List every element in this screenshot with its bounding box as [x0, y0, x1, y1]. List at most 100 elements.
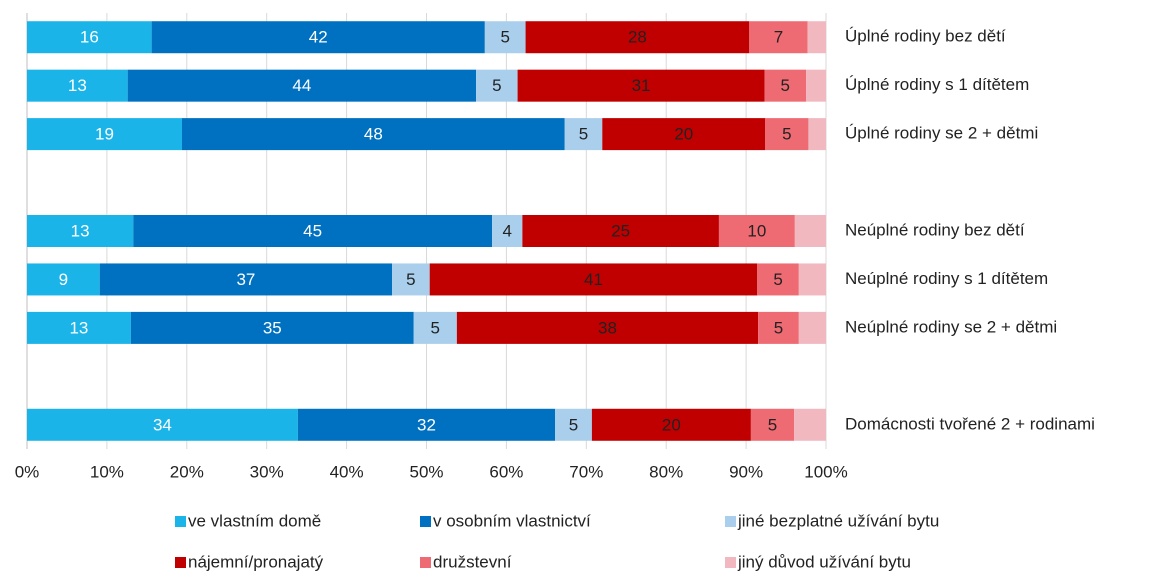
x-tick-label: 40% [330, 462, 364, 481]
x-tick-label: 10% [90, 462, 124, 481]
legend-label: družstevní [433, 552, 512, 571]
bar-segment [602, 118, 766, 151]
bar-segment [765, 118, 809, 151]
x-tick-label: 90% [729, 462, 763, 481]
x-tick-label: 60% [489, 462, 523, 481]
bar-segment [297, 408, 556, 441]
bar-segment [808, 118, 826, 151]
bar-segment [758, 311, 799, 344]
data-label: 44 [292, 76, 311, 95]
category-label: Úplné rodiny s 1 dítětem [845, 75, 1029, 94]
bar-segment [764, 69, 807, 102]
bar-segment [798, 311, 826, 344]
data-label: 48 [364, 125, 383, 144]
x-tick-label: 0% [15, 462, 40, 481]
data-label: 13 [68, 76, 87, 95]
bar-segment [27, 69, 128, 102]
category-label: Domácnosti tvořené 2 + rodinami [845, 414, 1095, 433]
data-label: 13 [69, 318, 88, 337]
bar-segment [798, 263, 826, 296]
bar-segment [794, 215, 826, 247]
data-label: 5 [500, 28, 509, 47]
data-label: 4 [502, 221, 511, 240]
legend-swatch [725, 557, 736, 568]
bar-segment [750, 408, 795, 441]
data-label: 5 [492, 76, 501, 95]
bar-segment [413, 311, 457, 344]
data-label: 28 [628, 28, 647, 47]
legend-label: jiné bezplatné užívání bytu [737, 511, 939, 530]
bar-segment [806, 69, 826, 102]
data-label: 32 [417, 415, 436, 434]
data-label: 5 [774, 318, 783, 337]
bar-segment [133, 215, 493, 247]
legend-label: nájemní/pronajatý [188, 552, 324, 571]
data-label: 45 [303, 221, 322, 240]
bar-segment [27, 263, 100, 296]
data-label: 31 [632, 76, 651, 95]
x-tick-label: 50% [409, 462, 443, 481]
bar-segment [130, 311, 414, 344]
legend-swatch [725, 516, 736, 527]
data-label: 38 [598, 318, 617, 337]
legend-swatch [420, 557, 431, 568]
bar-segment [27, 408, 298, 441]
x-tick-label: 80% [649, 462, 683, 481]
data-label: 37 [236, 270, 255, 289]
data-label: 5 [773, 270, 782, 289]
bar-segment [525, 21, 750, 54]
bar-segment [807, 21, 826, 54]
data-label: 5 [431, 318, 440, 337]
bar-segment [392, 263, 430, 296]
legend-label: v osobním vlastnictví [433, 511, 591, 530]
category-label: Úplné rodiny bez dětí [845, 27, 1006, 46]
bar-segment [27, 118, 183, 151]
bar-segment [182, 118, 565, 151]
bar-segment [555, 408, 592, 441]
x-tick-label: 100% [804, 462, 847, 481]
bar-segment [476, 69, 518, 102]
bar-segment [492, 215, 523, 247]
category-label: Úplné rodiny se 2 + dětmi [845, 124, 1038, 143]
bar-segment [27, 311, 131, 344]
legend-label: jiný důvod užívání bytu [737, 552, 911, 571]
legend-swatch [420, 516, 431, 527]
x-tick-label: 70% [569, 462, 603, 481]
bar-segment [591, 408, 751, 441]
data-label: 13 [71, 221, 90, 240]
bar-segment [456, 311, 759, 344]
data-label: 34 [153, 415, 172, 434]
data-label: 41 [584, 270, 603, 289]
bar-segment [517, 69, 765, 102]
bar-segment [429, 263, 758, 296]
bar-segment [99, 263, 393, 296]
bar-segment [27, 21, 152, 54]
legend-swatch [175, 516, 186, 527]
data-label: 20 [674, 125, 693, 144]
data-label: 20 [662, 415, 681, 434]
data-label: 5 [782, 125, 791, 144]
bar-segment [718, 215, 795, 247]
bar-segment [27, 215, 134, 247]
data-label: 16 [80, 28, 99, 47]
bar-segment [564, 118, 603, 151]
data-label: 25 [611, 221, 630, 240]
legend-swatch [175, 557, 186, 568]
data-label: 9 [59, 270, 68, 289]
bar-segment [127, 69, 477, 102]
bar-segment [522, 215, 719, 247]
data-label: 19 [95, 125, 114, 144]
bar-segment [484, 21, 526, 54]
data-label: 5 [579, 125, 588, 144]
category-label: Neúplné rodiny bez dětí [845, 220, 1025, 239]
bar-segment [794, 408, 826, 441]
data-label: 5 [768, 415, 777, 434]
data-label: 5 [569, 415, 578, 434]
bar-segment [151, 21, 485, 54]
category-label: Neúplné rodiny se 2 + dětmi [845, 317, 1057, 336]
bar-segment [757, 263, 799, 296]
legend-label: ve vlastním domě [188, 511, 321, 530]
data-label: 42 [309, 28, 328, 47]
data-label: 5 [406, 270, 415, 289]
